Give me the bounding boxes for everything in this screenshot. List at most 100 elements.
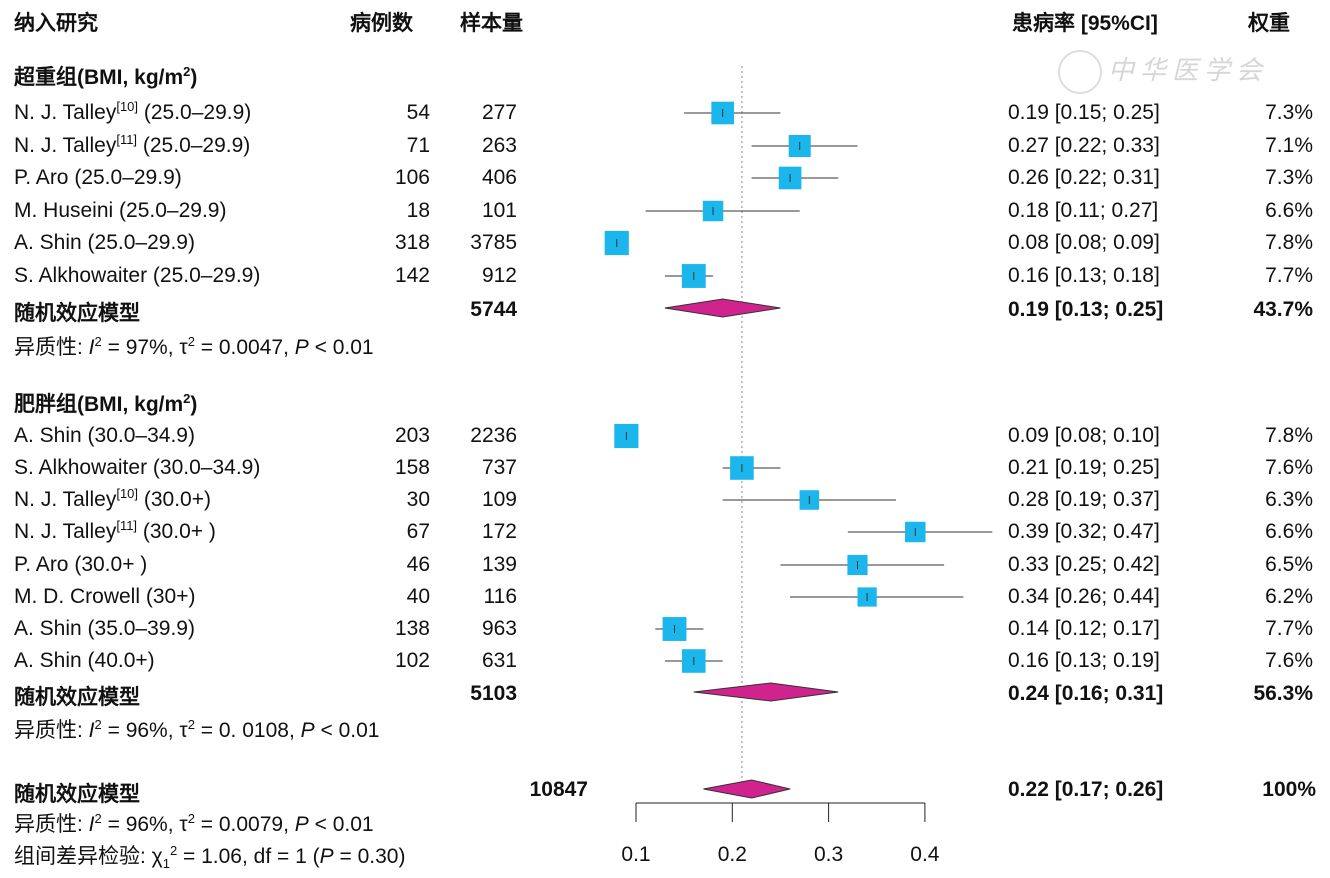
weight-cell: 6.6% [1265, 199, 1313, 223]
estimate-ci: 0.08 [0.08; 0.09] [1008, 231, 1160, 254]
cases: 46 [406, 553, 430, 576]
weight-cell: 6.6% [1265, 520, 1313, 544]
pooled-estimate: 0.24 [0.16; 0.31] [1008, 682, 1163, 706]
cases-cell: 138 [395, 617, 430, 641]
cases-cell: 142 [395, 264, 430, 288]
cases: 18 [406, 199, 430, 222]
group-unit: (BMI, kg/m [77, 66, 184, 89]
pooled-label: 随机效应模型 [14, 302, 140, 325]
study-name: P. Aro [14, 553, 69, 576]
overall-ci: 0.22 [0.17; 0.26] [1008, 778, 1164, 801]
sample-cell: 116 [484, 585, 517, 609]
study-range: (30+) [140, 585, 196, 608]
estimate-cell: 0.09 [0.08; 0.10] [1008, 424, 1160, 448]
study-name: A. Shin [14, 424, 82, 447]
overall-label: 随机效应模型 [14, 783, 140, 806]
sample-cell: 139 [482, 553, 517, 577]
weight: 7.1% [1265, 134, 1313, 157]
cases: 106 [394, 166, 430, 189]
sample-cell: 109 [482, 488, 517, 512]
study-range: (25.0–29.9) [68, 166, 182, 189]
sample-cell: 2236 [470, 424, 517, 448]
sample-cell: 737 [482, 456, 517, 480]
pooled-weight: 56.3% [1253, 682, 1313, 705]
sample-cell: 101 [482, 199, 517, 223]
sample: 3785 [470, 231, 517, 254]
study-ref: [10] [116, 486, 139, 501]
pooled-n: 5744 [470, 298, 517, 321]
weight-cell: 6.3% [1265, 488, 1313, 512]
weight: 7.3% [1265, 166, 1313, 189]
tau2-value: 0. 0108 [218, 719, 289, 742]
sample-cell: 912 [482, 264, 517, 288]
overall-row-label: 随机效应模型 [14, 783, 140, 807]
estimate-cell: 0.26 [0.22; 0.31] [1008, 166, 1160, 190]
estimate-ci: 0.26 [0.22; 0.31] [1008, 166, 1160, 189]
estimate-ci: 0.09 [0.08; 0.10] [1008, 424, 1160, 447]
sample: 277 [481, 101, 517, 124]
weight: 7.6% [1265, 456, 1313, 479]
study-range: (35.0–39.9) [81, 617, 195, 640]
cases-cell: 40 [407, 585, 430, 609]
weight: 7.8% [1265, 231, 1313, 254]
estimate-cell: 0.16 [0.13; 0.18] [1008, 264, 1160, 288]
unit-end: ) [190, 393, 198, 416]
cases: 318 [394, 231, 430, 254]
weight: 7.7% [1265, 264, 1313, 287]
weight: 6.2% [1265, 585, 1313, 608]
weight-cell: 7.7% [1265, 264, 1313, 288]
cases-cell: 71 [407, 134, 430, 158]
study-range: (40.0+) [81, 649, 155, 672]
study-label: P. Aro (30.0+ ) [14, 553, 147, 577]
estimate-ci: 0.18 [0.11; 0.27] [1008, 199, 1159, 222]
overall-weight: 100% [1262, 778, 1316, 801]
study-label: A. Shin (35.0–39.9) [14, 617, 195, 641]
estimate-ci: 0.34 [0.26; 0.44] [1008, 585, 1160, 608]
study-range: (30.0–34.9) [81, 424, 195, 447]
df-value: df = 1 [253, 845, 307, 868]
study-label: S. Alkhowaiter (30.0–34.9) [14, 456, 260, 480]
pooled-ci: 0.24 [0.16; 0.31] [1008, 682, 1164, 705]
cases: 142 [394, 264, 430, 287]
study-range: (30.0–34.9) [147, 456, 261, 479]
study-range: (30.0+ ) [137, 520, 216, 543]
sample: 2236 [470, 424, 517, 447]
cases-cell: 106 [395, 166, 430, 190]
weight: 7.8% [1265, 424, 1313, 447]
weight: 7.3% [1265, 101, 1313, 124]
study-label: N. J. Talley[10] (25.0–29.9) [14, 99, 251, 125]
cases-cell: 67 [407, 520, 430, 544]
study-name: S. Alkhowaiter [14, 456, 148, 479]
i2-value: 96% [125, 719, 168, 742]
study-name: N. J. Talley [14, 488, 117, 511]
pooled-row-label: 随机效应模型 [14, 686, 140, 710]
study-range: (25.0–29.9) [137, 134, 251, 157]
estimate-cell: 0.19 [0.15; 0.25] [1008, 101, 1160, 125]
sample-cell: 631 [482, 649, 517, 673]
study-ref: [10] [116, 99, 139, 114]
estimate-cell: 0.16 [0.13; 0.19] [1008, 649, 1160, 673]
heterogeneity-text: 异质性: I2 = 96%, τ2 = 0. 0108, P < 0.01 [14, 717, 380, 742]
estimate-cell: 0.14 [0.12; 0.17] [1008, 617, 1160, 641]
unit-end: ) [190, 66, 198, 89]
sample-cell: 406 [482, 166, 517, 190]
study-label: S. Alkhowaiter (25.0–29.9) [14, 264, 260, 288]
weight-cell: 7.8% [1265, 231, 1313, 255]
estimate-cell: 0.28 [0.19; 0.37] [1008, 488, 1160, 512]
weight-cell: 7.3% [1265, 101, 1313, 125]
sample: 109 [481, 488, 517, 511]
cases-cell: 54 [407, 101, 430, 125]
study-ref: [11] [116, 132, 138, 147]
watermark: 中华医学会 [1108, 56, 1269, 86]
sample: 737 [481, 456, 517, 479]
overall-estimate: 0.22 [0.17; 0.26] [1008, 778, 1163, 802]
x-tick-label: 0.4 [910, 843, 940, 866]
p-value: < 0.01 [314, 336, 374, 359]
sample-cell: 172 [482, 520, 517, 544]
estimate-cell: 0.34 [0.26; 0.44] [1008, 585, 1160, 609]
header-sample: 样本量 [460, 12, 523, 35]
p-value: < 0.01 [320, 719, 380, 742]
cases-cell: 158 [395, 456, 430, 480]
estimate-cell: 0.27 [0.22; 0.33] [1008, 134, 1160, 158]
